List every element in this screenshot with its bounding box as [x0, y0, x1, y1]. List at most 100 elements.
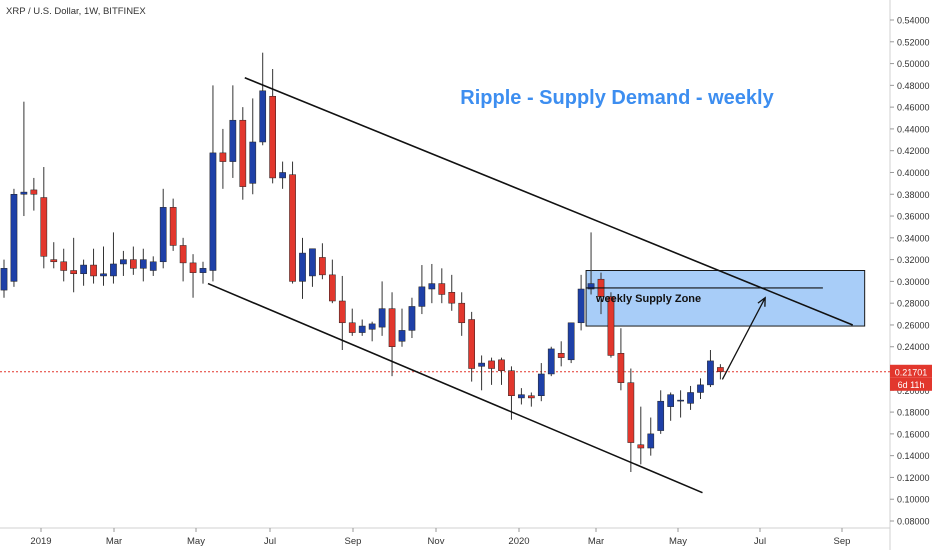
- candle: [557, 341, 565, 367]
- candle-body: [478, 362, 485, 367]
- y-tick-label: 0.48000: [897, 81, 930, 91]
- candle-body: [418, 286, 426, 307]
- candle-body: [179, 245, 187, 264]
- y-tick-label: 0.10000: [897, 495, 930, 505]
- x-tick-label: Mar: [588, 536, 604, 547]
- x-tick-label: Jul: [264, 536, 276, 547]
- candle-body: [90, 264, 97, 277]
- last-price-label: 0.21701: [895, 367, 928, 377]
- candle-body: [667, 394, 674, 407]
- y-tick-label: 0.52000: [897, 37, 930, 47]
- x-tick-label: 2020: [508, 536, 529, 547]
- candle-body: [120, 259, 127, 265]
- y-tick-label: 0.38000: [897, 190, 930, 200]
- y-tick-label: 0.18000: [897, 408, 930, 418]
- candle: [667, 392, 674, 421]
- candle-body: [40, 197, 48, 257]
- candle-body: [289, 174, 296, 282]
- candle-body: [508, 370, 515, 397]
- candle-body: [707, 360, 714, 386]
- candle-body: [209, 152, 217, 271]
- drawings-layer: weekly Supply Zone: [207, 76, 854, 494]
- y-tick-label: 0.46000: [897, 103, 930, 113]
- candle-body: [110, 263, 117, 277]
- candle: [90, 248, 97, 284]
- candle: [657, 390, 665, 434]
- y-tick-label: 0.14000: [897, 451, 930, 461]
- candle: [458, 292, 466, 336]
- candle-body: [537, 373, 545, 396]
- candle-body: [627, 382, 635, 443]
- upper-trendline[interactable]: [244, 76, 854, 326]
- x-tick-label: Nov: [428, 536, 445, 547]
- candle-body: [657, 400, 665, 431]
- candle: [139, 248, 147, 282]
- supply-zone-layer: [585, 270, 866, 327]
- candle-body: [30, 189, 38, 195]
- candle-body: [329, 274, 336, 302]
- candle-body: [20, 191, 28, 195]
- candle-body: [488, 360, 495, 369]
- target-arrow-shaft[interactable]: [721, 297, 766, 380]
- candle-body: [378, 308, 386, 328]
- candle-body: [130, 259, 137, 269]
- candle-body: [368, 323, 376, 330]
- candle: [617, 328, 625, 391]
- candle-body: [159, 207, 167, 263]
- candle-body: [239, 119, 247, 187]
- candle-body: [458, 302, 466, 324]
- y-tick-label: 0.30000: [897, 277, 930, 287]
- candle-body: [70, 270, 78, 275]
- candle: [577, 274, 585, 331]
- candle: [717, 364, 724, 380]
- lower-trendline[interactable]: [207, 282, 703, 494]
- candle: [289, 161, 296, 284]
- candle: [239, 107, 247, 200]
- candle-body: [249, 141, 257, 184]
- candle: [677, 390, 684, 418]
- candle: [40, 167, 48, 269]
- candle: [637, 406, 645, 465]
- candle: [269, 69, 276, 184]
- candle: [687, 385, 694, 410]
- candle-body: [448, 292, 456, 304]
- candle-body: [50, 259, 58, 263]
- candle: [537, 363, 545, 402]
- candle-body: [438, 283, 446, 295]
- candle: [418, 265, 426, 315]
- candle: [209, 85, 217, 282]
- candle-body: [199, 268, 207, 273]
- candle-body: [10, 194, 18, 282]
- price-axis-background: [890, 0, 932, 550]
- candle-body: [617, 353, 625, 383]
- candle: [319, 243, 326, 280]
- candle: [478, 355, 485, 391]
- countdown-label: 6d 11h: [898, 380, 925, 390]
- candle-body: [408, 306, 416, 331]
- candle: [378, 281, 386, 336]
- candle: [707, 350, 714, 388]
- candle: [408, 297, 416, 339]
- candle: [338, 275, 346, 351]
- candle-body: [0, 268, 8, 291]
- candle-body: [518, 394, 525, 399]
- candle-body: [547, 348, 555, 375]
- candle: [697, 378, 704, 400]
- candle: [80, 259, 87, 286]
- candle: [508, 366, 515, 420]
- candle-body: [607, 296, 615, 356]
- candle-body: [219, 152, 227, 162]
- y-tick-label: 0.32000: [897, 255, 930, 265]
- candle: [299, 237, 306, 299]
- candle: [159, 188, 167, 269]
- candle: [199, 261, 207, 284]
- candle-body: [528, 395, 535, 399]
- x-tick-label: Mar: [106, 536, 122, 547]
- time-axis[interactable]: 2019 Mar May Jul Sep Nov 2020 Mar May Jul Sep: [30, 528, 850, 547]
- supply-zone-label: weekly Supply Zone: [595, 293, 701, 305]
- candle-body: [577, 288, 585, 324]
- candle-body: [139, 259, 147, 269]
- y-tick-label: 0.20000: [897, 386, 930, 396]
- y-tick-label: 0.16000: [897, 429, 930, 439]
- price-axis[interactable]: 0.54000 0.52000 0.50000 0.48000 0.46000 0.440…: [890, 16, 930, 527]
